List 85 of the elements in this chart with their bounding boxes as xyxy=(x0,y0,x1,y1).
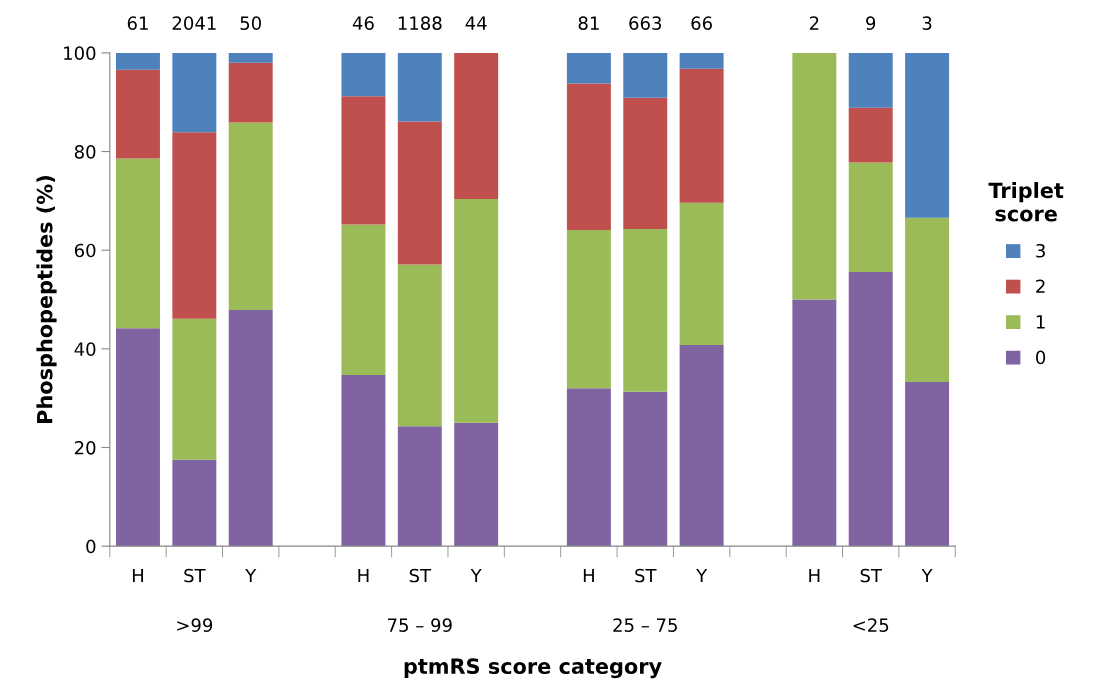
bar xyxy=(341,224,386,375)
legend-label: 3 xyxy=(1036,243,1045,258)
bar xyxy=(116,158,160,329)
bar xyxy=(848,271,893,547)
x-tick-label: ST xyxy=(184,568,206,583)
text: 75 – 99 xyxy=(388,618,452,632)
text: <25 xyxy=(853,618,889,632)
bar xyxy=(905,217,950,382)
bar xyxy=(172,459,217,547)
text: 9 xyxy=(866,16,876,30)
text: 2041 xyxy=(172,16,216,30)
y-tick-label: 80 xyxy=(74,145,96,159)
bar xyxy=(454,52,499,199)
bar xyxy=(848,162,893,272)
bar xyxy=(679,68,724,203)
x-tick-label: H xyxy=(583,568,594,583)
bar xyxy=(172,132,217,319)
bar xyxy=(905,381,950,547)
bar xyxy=(454,422,499,547)
bar xyxy=(341,96,386,225)
x-tick-label: H xyxy=(358,568,369,583)
bar xyxy=(679,344,724,547)
y-tick-label: 40 xyxy=(74,342,96,356)
legend-label: 1 xyxy=(1036,315,1045,329)
text: 44 xyxy=(465,16,487,30)
text: 50 xyxy=(240,16,261,30)
bar xyxy=(341,375,386,547)
legend-title: Triplet score xyxy=(988,182,1064,222)
bar xyxy=(228,122,273,310)
bar xyxy=(116,52,160,70)
bar xyxy=(228,309,273,547)
bar xyxy=(623,97,668,229)
bar xyxy=(341,52,386,97)
text: 61 xyxy=(127,16,148,30)
bar xyxy=(623,391,668,547)
bar xyxy=(228,52,273,63)
y-tick-label: 60 xyxy=(74,243,96,258)
bar xyxy=(116,69,160,159)
x-tick-label: ST xyxy=(409,568,432,583)
bar xyxy=(397,121,442,265)
bar xyxy=(397,52,442,122)
x-tick-label: Y xyxy=(470,568,482,583)
text: 2 xyxy=(809,16,819,30)
legend-label: 2 xyxy=(1036,279,1045,293)
bar xyxy=(397,264,442,427)
bar xyxy=(792,52,837,300)
bar xyxy=(172,52,217,133)
x-tick-label: H xyxy=(132,568,143,583)
text: 81 xyxy=(578,16,599,30)
x-tick-label: ST xyxy=(860,568,883,583)
x-axis-title: ptmRS score category xyxy=(404,658,662,679)
text: 3 xyxy=(922,16,932,30)
x-tick-label: ST xyxy=(635,568,657,583)
bar xyxy=(116,328,160,547)
bar xyxy=(905,52,950,218)
bar xyxy=(566,83,611,230)
legend-label: 0 xyxy=(1036,350,1046,365)
bar xyxy=(792,299,837,547)
text: 46 xyxy=(352,16,374,30)
x-tick-label: Y xyxy=(245,568,257,583)
bar xyxy=(454,198,499,423)
bar xyxy=(623,52,668,98)
text: >99 xyxy=(177,618,213,632)
bar xyxy=(679,202,724,345)
bar xyxy=(566,52,611,84)
text: 663 xyxy=(629,16,662,30)
bar xyxy=(848,107,893,163)
bar xyxy=(172,318,217,460)
x-tick-label: Y xyxy=(921,568,933,583)
x-tick-label: H xyxy=(809,568,820,583)
bar xyxy=(848,52,893,108)
y-tick-label: 0 xyxy=(86,539,96,554)
y-axis-title: Phosphopeptides (%) xyxy=(36,176,57,423)
bar xyxy=(623,228,668,392)
bar xyxy=(397,426,442,547)
bar xyxy=(566,229,611,389)
text: 66 xyxy=(691,16,712,30)
y-tick-label: 20 xyxy=(74,440,96,455)
y-tick-label: 100 xyxy=(64,46,96,61)
bar xyxy=(228,62,273,123)
bar xyxy=(566,388,611,547)
text: 25 – 75 xyxy=(613,618,677,632)
bar xyxy=(679,52,724,69)
x-tick-label: Y xyxy=(696,568,708,583)
text: 1188 xyxy=(398,16,442,30)
